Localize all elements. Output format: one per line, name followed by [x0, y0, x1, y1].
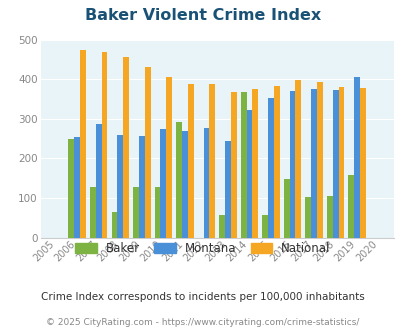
Bar [74, 137, 80, 238]
Bar [181, 131, 188, 238]
Bar [139, 136, 144, 238]
Bar [166, 77, 172, 238]
Bar [176, 122, 181, 238]
Bar [117, 135, 123, 238]
Bar [347, 176, 354, 238]
Bar [219, 214, 224, 238]
Bar [123, 57, 129, 238]
Bar [154, 187, 160, 238]
Text: Crime Index corresponds to incidents per 100,000 inhabitants: Crime Index corresponds to incidents per… [41, 292, 364, 302]
Bar [144, 67, 150, 238]
Bar [209, 84, 215, 238]
Bar [305, 197, 311, 238]
Bar [338, 87, 343, 238]
Bar [295, 81, 301, 238]
Bar [240, 92, 246, 238]
Bar [252, 89, 258, 238]
Bar [246, 110, 252, 238]
Bar [96, 123, 101, 238]
Bar [326, 196, 332, 238]
Bar [354, 77, 359, 238]
Bar [359, 87, 365, 238]
Legend: Baker, Montana, National: Baker, Montana, National [70, 237, 335, 260]
Bar [267, 98, 273, 238]
Bar [203, 128, 209, 238]
Bar [80, 50, 86, 238]
Bar [90, 187, 96, 238]
Bar [101, 52, 107, 238]
Bar [68, 139, 74, 238]
Bar [332, 90, 338, 238]
Bar [289, 91, 295, 238]
Text: © 2025 CityRating.com - https://www.cityrating.com/crime-statistics/: © 2025 CityRating.com - https://www.city… [46, 318, 359, 327]
Bar [273, 85, 279, 238]
Bar [224, 141, 230, 238]
Bar [316, 82, 322, 238]
Bar [230, 92, 236, 238]
Bar [133, 187, 139, 238]
Bar [283, 179, 289, 238]
Bar [160, 129, 166, 238]
Bar [188, 84, 193, 238]
Text: Baker Violent Crime Index: Baker Violent Crime Index [85, 8, 320, 23]
Bar [311, 89, 316, 238]
Bar [262, 215, 267, 238]
Bar [111, 212, 117, 238]
